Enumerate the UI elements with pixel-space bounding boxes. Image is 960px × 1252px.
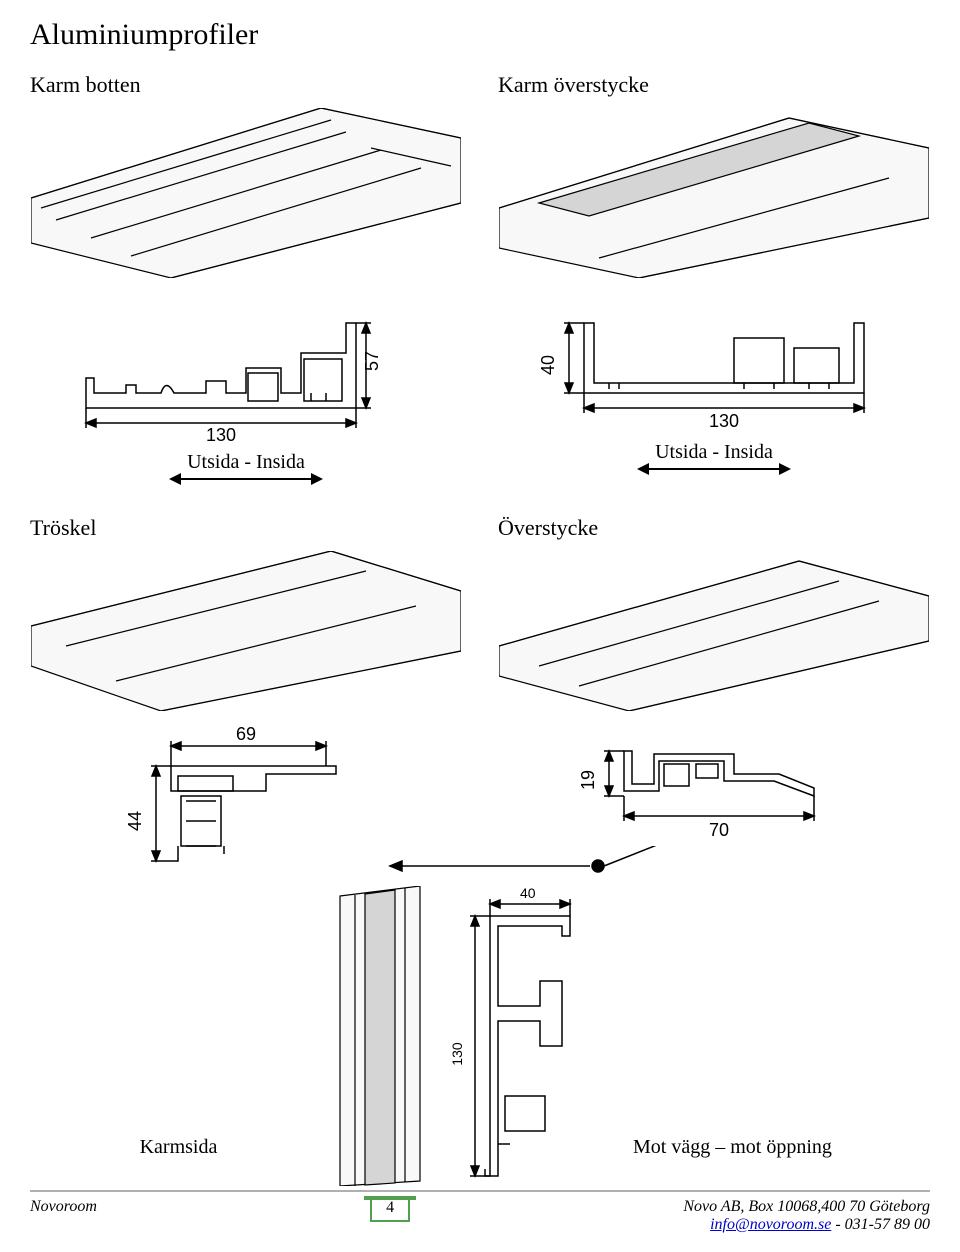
row-2: Tröskel (30, 515, 930, 876)
dim-w-karm-botten: 130 (206, 425, 236, 443)
iso-karm-botten (30, 108, 462, 278)
col-overstycke: Överstycke (498, 515, 930, 876)
cross-overstycke: 19 70 (498, 726, 930, 846)
footer-sep: - (835, 1216, 844, 1233)
dim-h-karmsida: 130 (449, 1042, 465, 1066)
cross-karm-botten: 57 130 (30, 293, 462, 443)
dim-w-troskel: 69 (236, 726, 256, 744)
footer: Novoroom 4 Novo AB, Box 10068,400 70 Göt… (30, 1190, 930, 1234)
cross-karm-overstycke: 40 130 (498, 293, 930, 433)
label-troskel: Tröskel (30, 515, 96, 541)
footer-divider (30, 1190, 930, 1192)
footer-left: Novoroom (30, 1198, 97, 1216)
page-number: 4 (370, 1196, 410, 1222)
karmsida-figures: 40 130 (255, 886, 705, 1186)
col-karm-overstycke: Karm överstycke (498, 72, 930, 480)
cross-troskel: 69 44 (30, 726, 462, 876)
label-karm-botten: Karm botten (30, 72, 141, 98)
footer-phone: 031-57 89 00 (845, 1216, 930, 1233)
dim-h-troskel: 44 (125, 811, 145, 831)
col-karmsida: 40 130 (255, 886, 705, 1186)
arrow-karm-overstycke (639, 468, 789, 470)
dim-w-karm-overstycke: 130 (709, 411, 739, 431)
label-overstycke: Överstycke (498, 515, 598, 541)
arrow-karm-botten (171, 478, 321, 480)
dim-w-overstycke: 70 (709, 820, 729, 840)
col-karm-botten: Karm botten (30, 72, 462, 480)
footer-email-link[interactable]: info@novoroom.se (710, 1216, 831, 1233)
row-3: 40 130 (30, 886, 930, 1186)
caption-karm-botten: Utsida - Insida (187, 451, 305, 474)
caption-karm-overstycke: Utsida - Insida (655, 441, 773, 464)
col-troskel: Tröskel (30, 515, 462, 876)
page-title: Aluminiumprofiler (30, 18, 930, 52)
iso-karm-overstycke (498, 108, 930, 278)
row-1: Karm botten (30, 72, 930, 480)
dim-w-karmsida: 40 (520, 886, 536, 901)
footer-company: Novo AB, Box 10068,400 70 Göteborg (683, 1198, 930, 1216)
dim-h-overstycke: 19 (578, 770, 598, 790)
dim-h-karm-overstycke: 40 (538, 355, 558, 375)
iso-troskel (30, 551, 462, 711)
footer-right: Novo AB, Box 10068,400 70 Göteborg info@… (683, 1198, 930, 1234)
iso-overstycke (498, 551, 930, 711)
dim-h-karm-botten: 57 (362, 351, 382, 371)
label-karm-overstycke: Karm överstycke (498, 72, 649, 98)
